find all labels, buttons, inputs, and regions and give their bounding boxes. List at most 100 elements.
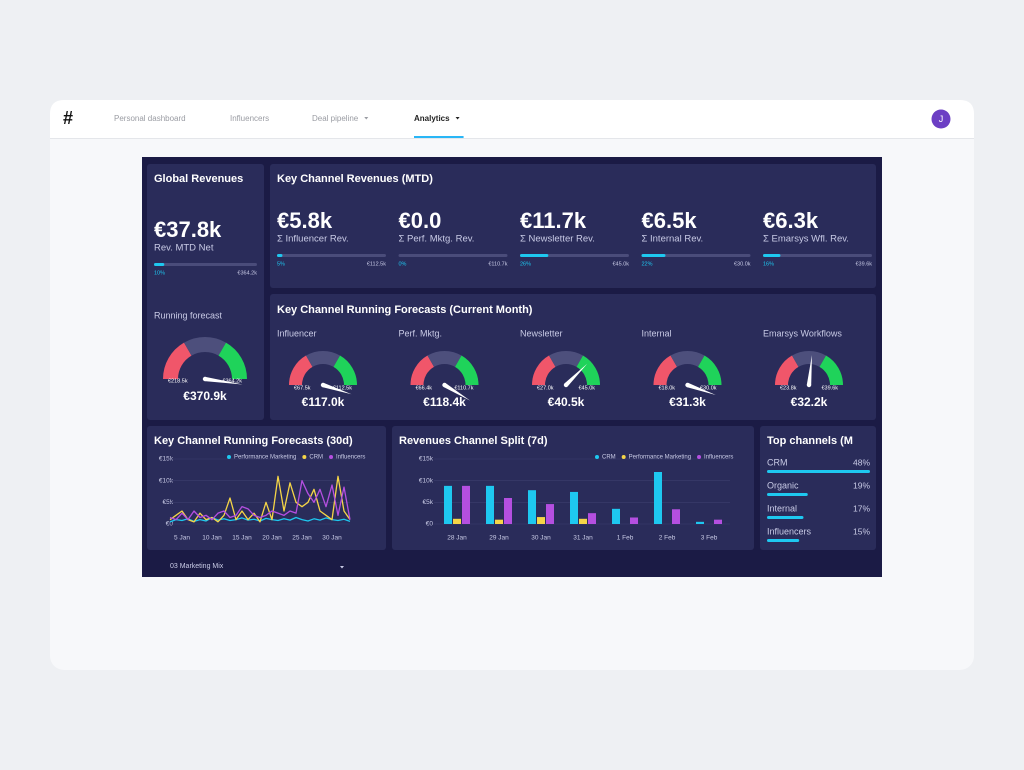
nav-tab[interactable]: Analytics — [414, 114, 464, 138]
bar — [630, 517, 638, 524]
nav-tab-label[interactable]: Influencers — [230, 114, 269, 123]
channel-share: 17% — [853, 503, 870, 513]
gauge-max: €39.6k — [821, 385, 838, 391]
channel-share: 48% — [853, 457, 870, 467]
channel-name: Influencers — [767, 526, 812, 536]
gauge-segment — [670, 350, 705, 367]
x-tick-label: 5 Jan — [174, 535, 190, 542]
dropdown-caret — [364, 117, 369, 120]
progress-fill — [154, 263, 165, 266]
x-tick-label: 25 Jan — [292, 535, 312, 542]
kpi-value: €11.7k — [520, 208, 587, 233]
selector-label[interactable]: 03 Marketing Mix — [170, 563, 224, 570]
gauge-title: Perf. Mktg. — [399, 328, 443, 338]
x-tick-label: 2 Feb — [659, 535, 676, 542]
progress-percent: 22% — [642, 261, 653, 267]
legend-label: Influencers — [336, 455, 365, 461]
legend-swatch — [595, 455, 599, 459]
top-channels: Top channels (M — [767, 435, 853, 447]
progress-track — [763, 254, 872, 257]
legend-swatch — [697, 455, 702, 459]
avatar-initial[interactable]: J — [939, 114, 944, 124]
nav-tab[interactable]: Deal pipeline — [312, 114, 369, 123]
gauge-segment — [698, 355, 722, 385]
gauge-title: Newsletter — [520, 328, 563, 338]
panel — [392, 426, 754, 550]
bar — [714, 519, 722, 524]
dashboard-selector[interactable]: 03 Marketing Mix — [170, 563, 344, 570]
channel-name: CRM — [767, 457, 788, 467]
gauge-value: €370.9k — [183, 389, 227, 403]
gauge-segment — [184, 337, 226, 356]
panel-title: Top channels (M — [767, 435, 853, 447]
channel-share: 15% — [853, 526, 870, 536]
y-tick-label: €15k — [419, 456, 434, 463]
active-tab-underline — [414, 136, 464, 138]
legend-label: CRM — [309, 455, 323, 461]
bar — [486, 485, 494, 524]
bar — [588, 513, 596, 524]
gauge-title: Internal — [642, 328, 672, 338]
gauge-max: €112.5k — [333, 385, 352, 391]
bar — [495, 519, 503, 524]
gauge-hub — [685, 382, 690, 388]
kpi-caption: Rev. MTD Net — [154, 243, 214, 254]
logo: # — [63, 108, 73, 128]
avatar[interactable]: J — [931, 109, 951, 129]
kpi-caption: Σ Emarsys Wfl. Rev. — [763, 234, 849, 245]
gauge-segment — [306, 350, 340, 367]
gauge-value: €32.2k — [791, 395, 828, 409]
gauge-value: €118.4k — [423, 395, 466, 409]
gauge-max: €30.0k — [700, 385, 717, 391]
bar — [462, 485, 470, 524]
dropdown-caret — [455, 117, 460, 120]
gauge-value: €117.0k — [302, 395, 345, 409]
gauge-hub — [563, 382, 569, 388]
gauge-segment — [455, 355, 479, 385]
progress-target: €364.2k — [237, 270, 257, 276]
avatar-circle — [931, 109, 951, 129]
gauge-needle — [686, 382, 716, 396]
gauge-title: Influencer — [277, 328, 317, 338]
kpi-caption: Σ Internal Rev. — [642, 234, 704, 245]
bar — [579, 518, 587, 524]
bar — [546, 504, 554, 524]
gauge-min: €27.0k — [537, 385, 554, 391]
selector-caret — [340, 566, 344, 569]
gauge-hub — [806, 382, 812, 388]
nav-tab-label[interactable]: Deal pipeline — [312, 114, 359, 123]
progress-target: €110.7k — [488, 261, 507, 267]
y-tick-label: €10k — [419, 477, 434, 484]
nav-tab-label[interactable]: Personal dashboard — [114, 114, 186, 123]
channel-name: Organic — [767, 480, 799, 490]
channel-bar — [767, 516, 804, 519]
nav-tab[interactable]: Influencers — [230, 114, 269, 123]
progress-target: €45.0k — [612, 261, 629, 267]
legend-label: CRM — [602, 455, 616, 461]
x-tick-label: 31 Jan — [573, 535, 593, 542]
panel — [147, 164, 264, 420]
nav-tab-label[interactable]: Analytics — [414, 114, 450, 123]
gauge-segment — [775, 355, 799, 385]
legend-swatch — [302, 455, 307, 459]
bar — [654, 472, 662, 524]
kpi-value: €5.8k — [277, 208, 333, 233]
gauge-hub — [442, 382, 447, 388]
bar — [528, 490, 536, 524]
bar — [444, 485, 452, 524]
gauge-hub — [202, 376, 208, 382]
bar — [453, 518, 461, 524]
gauge-segment — [549, 350, 583, 367]
bar — [537, 517, 545, 524]
legend-label: Performance Marketing — [629, 455, 691, 461]
x-tick-label: 29 Jan — [489, 535, 509, 542]
progress-target: €112.5k — [367, 261, 386, 267]
y-tick-label: €10k — [159, 477, 174, 484]
panel-title: Global Revenues — [154, 173, 243, 185]
gauge-needle — [322, 382, 352, 395]
nav-tab[interactable]: Personal dashboard — [114, 114, 186, 123]
gauge-value: €40.5k — [548, 395, 585, 409]
progress-track — [154, 263, 257, 266]
panel-title: Key Channel Revenues (MTD) — [277, 173, 433, 185]
x-tick-label: 30 Jan — [322, 535, 342, 542]
